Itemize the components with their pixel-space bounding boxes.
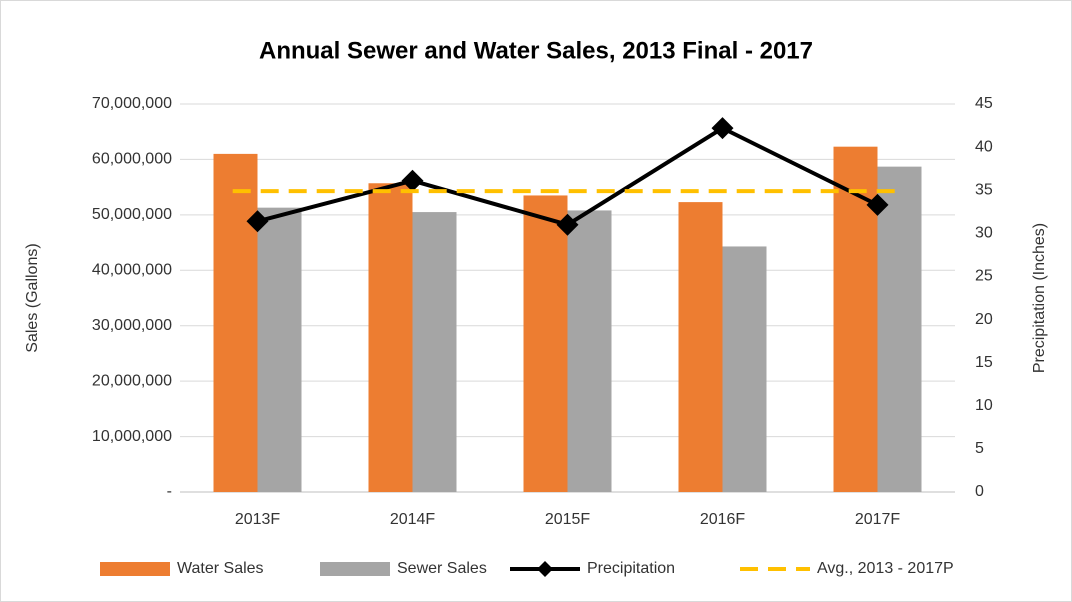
y-tick-label: - (167, 483, 172, 500)
bar (523, 195, 568, 492)
bar (368, 183, 413, 492)
bar (833, 146, 878, 492)
y2-axis-title: Precipitation (Inches) (1031, 223, 1048, 373)
legend-swatch (320, 562, 390, 576)
bar (412, 212, 457, 493)
y-tick-label: 40,000,000 (92, 262, 172, 279)
y2-tick-label: 20 (975, 311, 993, 328)
y2-tick-label: 15 (975, 354, 993, 371)
legend-label: Water Sales (177, 560, 264, 577)
x-tick-label: 2014F (390, 511, 436, 528)
legend-swatch (100, 562, 170, 576)
bar (257, 207, 302, 492)
bar (877, 166, 922, 493)
y2-tick-label: 40 (975, 138, 993, 155)
y2-tick-label: 35 (975, 181, 993, 198)
bar (567, 210, 612, 492)
x-tick-label: 2013F (235, 511, 281, 528)
y2-tick-label: 30 (975, 225, 993, 242)
x-tick-label: 2016F (700, 511, 746, 528)
y-tick-label: 50,000,000 (92, 206, 172, 223)
y2-tick-label: 10 (975, 397, 993, 414)
y-tick-label: 60,000,000 (92, 151, 172, 168)
legend-label: Precipitation (587, 560, 675, 577)
chart-title: Annual Sewer and Water Sales, 2013 Final… (259, 37, 813, 64)
y-tick-label: 70,000,000 (92, 95, 172, 112)
x-tick-label: 2017F (855, 511, 901, 528)
marker (711, 117, 734, 140)
legend-label: Avg., 2013 - 2017P (817, 560, 954, 577)
marker (246, 210, 269, 233)
marker (556, 213, 579, 236)
legend-label: Sewer Sales (397, 560, 487, 577)
marker (401, 169, 424, 192)
y-axis-title: Sales (Gallons) (24, 243, 41, 352)
bar (678, 202, 723, 492)
y-tick-label: 20,000,000 (92, 372, 172, 389)
y2-tick-label: 0 (975, 483, 984, 500)
legend-marker (537, 561, 553, 577)
marker (866, 193, 889, 216)
y-tick-label: 30,000,000 (92, 317, 172, 334)
y2-tick-label: 45 (975, 95, 993, 112)
bar (722, 246, 767, 492)
y2-tick-label: 5 (975, 440, 984, 457)
y-tick-label: 10,000,000 (92, 428, 172, 445)
bar (213, 153, 258, 492)
y2-tick-label: 25 (975, 268, 993, 285)
x-tick-label: 2015F (545, 511, 591, 528)
